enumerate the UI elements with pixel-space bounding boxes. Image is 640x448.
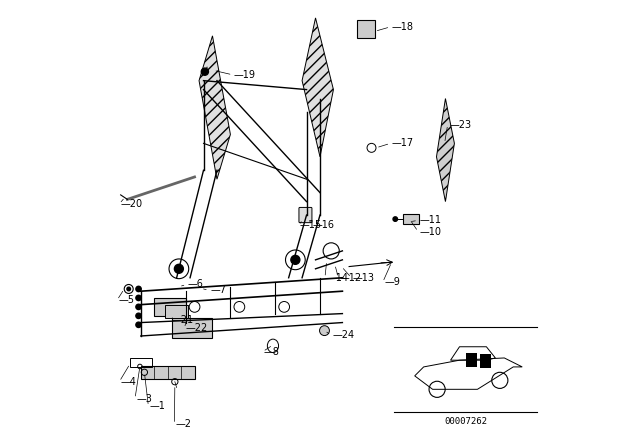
Circle shape [136,322,141,327]
Text: —19: —19 [234,70,256,80]
Text: —15: —15 [300,220,322,230]
Text: —22: —22 [186,323,208,333]
Polygon shape [436,99,454,202]
Circle shape [136,295,141,301]
Bar [172,318,212,338]
Bar [466,353,477,367]
Text: —4: —4 [121,377,136,387]
Circle shape [136,313,141,319]
Text: —12: —12 [340,273,362,283]
Ellipse shape [268,339,278,353]
Text: —23: —23 [449,120,471,129]
Bar [154,298,186,316]
Text: —20: —20 [121,199,143,209]
Text: —3: —3 [136,394,152,404]
Text: —1: —1 [150,401,166,411]
Bar [479,354,491,368]
Circle shape [127,287,131,291]
Text: —6: —6 [188,280,204,289]
Circle shape [174,264,184,273]
Text: —9: —9 [384,277,400,287]
Bar [403,214,419,224]
Text: —7: —7 [210,285,227,295]
Bar [130,358,152,367]
Ellipse shape [319,326,330,336]
Circle shape [136,304,141,310]
Polygon shape [199,36,230,179]
Text: —13: —13 [353,273,374,283]
Circle shape [136,286,141,292]
Text: —10: —10 [419,227,442,237]
Text: —5: —5 [118,295,134,305]
Circle shape [202,68,209,75]
FancyBboxPatch shape [299,207,312,223]
Circle shape [291,255,300,264]
Bar [141,366,195,379]
Text: —8: —8 [264,347,280,357]
Text: —21: —21 [172,315,193,325]
Text: —18: —18 [392,22,413,32]
Circle shape [393,217,397,221]
Text: —14: —14 [326,273,348,283]
Text: —2: —2 [176,419,192,429]
Text: —16: —16 [312,220,334,230]
Bar [165,305,188,318]
Text: 00007262: 00007262 [444,417,487,426]
Bar [356,20,374,38]
Polygon shape [302,18,333,157]
Text: —17: —17 [392,138,414,148]
Text: —24: —24 [333,330,355,340]
Text: —11: —11 [419,215,442,225]
